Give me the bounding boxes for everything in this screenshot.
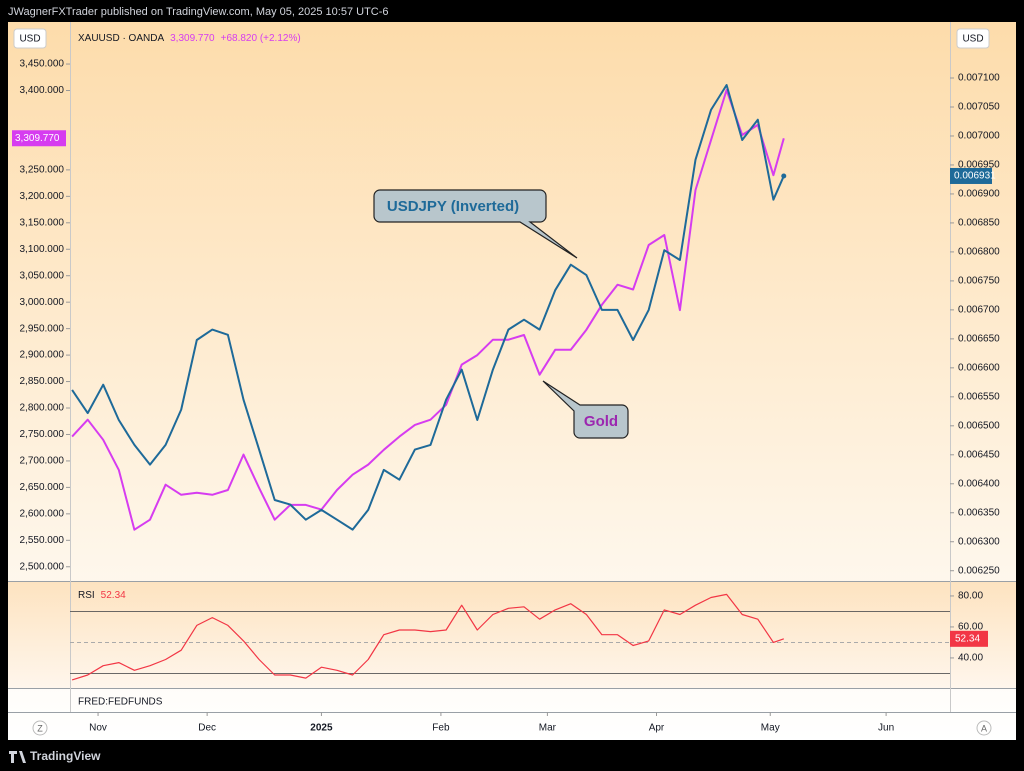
x-tick-label: Dec: [198, 723, 216, 734]
y-tick-label: 3,400.000: [20, 85, 65, 96]
callout-box: [373, 189, 578, 259]
y-tick-label: 2,600.000: [20, 508, 65, 519]
price-tag-label: 3,309.770: [15, 133, 60, 144]
legend: XAUUSD · OANDA 3,309.770 +68.820 (+2.12%): [78, 33, 301, 44]
callout-box: [542, 380, 629, 439]
rsi-last: 52.34: [101, 590, 126, 601]
y2-tick-label: 0.006450: [958, 449, 1000, 460]
rsi-legend: RSI 52.34: [78, 590, 126, 601]
button[interactable]: [32, 720, 48, 736]
x-tick-label: 2025: [310, 723, 333, 734]
rsi-background: [8, 582, 1016, 688]
y-tick-label: 2,500.000: [20, 561, 65, 572]
series-line: [71, 84, 785, 531]
y-tick-label: 2,750.000: [20, 429, 65, 440]
y2-tick-label: 0.006600: [958, 362, 1000, 373]
y-tick-label: 80.00: [958, 591, 983, 602]
brand-logo: [9, 751, 26, 763]
callout: Gold: [542, 380, 629, 439]
button[interactable]: [976, 720, 992, 736]
x-tick-label: May: [761, 723, 780, 734]
callout: USDJPY (Inverted): [373, 189, 578, 259]
currency-box: [13, 28, 47, 49]
y2-tick-label: 0.006250: [958, 565, 1000, 576]
legend-last: 3,309.770: [170, 33, 215, 44]
y-tick-label: 2,700.000: [20, 456, 65, 467]
x-tick-label: Apr: [649, 723, 665, 734]
currency-right: USD: [962, 34, 983, 45]
secondary-panel: FRED:FEDFUNDS: [78, 697, 163, 708]
y2-tick-label: 0.006650: [958, 334, 1000, 345]
price-tag: [950, 167, 992, 184]
series-line: [71, 89, 785, 531]
y-tick-label: 40.00: [958, 653, 983, 664]
y-tick-label: 3,200.000: [20, 191, 65, 202]
y-tick-label: 3,100.000: [20, 244, 65, 255]
y-tick-label: 2,900.000: [20, 350, 65, 361]
y-tick-label: 3,050.000: [20, 270, 65, 281]
y2-tick-label: 0.006850: [958, 218, 1000, 229]
publisher: JWagnerFXTrader published on TradingView…: [8, 6, 389, 18]
y-tick-label: 3,450.000: [20, 59, 65, 70]
legend-symbol: XAUUSD · OANDA: [78, 33, 164, 44]
y2-tick-label: 0.007000: [958, 131, 1000, 142]
legend-change: +68.820 (+2.12%): [221, 33, 301, 44]
x-tick-label: Mar: [539, 723, 557, 734]
right-button[interactable]: A: [981, 723, 987, 733]
y2-tick-label: 0.006400: [958, 478, 1000, 489]
callout-label: USDJPY (Inverted): [387, 198, 519, 215]
y2-tick-label: 0.006500: [958, 420, 1000, 431]
y-tick-label: 3,150.000: [20, 217, 65, 228]
y-tick-label: 3,250.000: [20, 165, 65, 176]
y-tick-label: 2,800.000: [20, 403, 65, 414]
y-tick-label: 2,550.000: [20, 535, 65, 546]
y-tick-label: 60.00: [958, 622, 983, 633]
y2-tick-label: 0.006950: [958, 160, 1000, 171]
y2-tick-label: 0.006300: [958, 536, 1000, 547]
x-tick-label: Jun: [878, 723, 894, 734]
y2-tick-label: 0.006550: [958, 391, 1000, 402]
currency-left: USD: [19, 34, 40, 45]
y2-tick-label: 0.006800: [958, 247, 1000, 258]
y2-tick-label: 0.006750: [958, 276, 1000, 287]
x-tick-label: Nov: [89, 723, 107, 734]
left-button[interactable]: Z: [37, 723, 43, 733]
y2-tick-label: 0.006700: [958, 305, 1000, 316]
callout-label: Gold: [584, 413, 618, 430]
y2-tick-label: 0.007100: [958, 73, 1000, 84]
brand: TradingView: [30, 749, 101, 763]
x-tick-label: Feb: [432, 723, 450, 734]
series-line: [71, 593, 784, 681]
price-tag-label: 0.006931: [954, 171, 996, 182]
rsi-name: RSI: [78, 590, 95, 601]
y2-tick-label: 0.006350: [958, 507, 1000, 518]
y-tick-label: 2,850.000: [20, 376, 65, 387]
y-tick-label: 3,000.000: [20, 297, 65, 308]
price-tag: [950, 630, 988, 647]
currency-box: [956, 28, 990, 49]
price-tag-label: 52.34: [955, 633, 980, 644]
last-point: [781, 173, 787, 179]
y2-tick-label: 0.006900: [958, 189, 1000, 200]
y-tick-label: 2,650.000: [20, 482, 65, 493]
y-tick-label: 2,950.000: [20, 323, 65, 334]
price-tag: [12, 130, 66, 147]
y2-tick-label: 0.007050: [958, 102, 1000, 113]
